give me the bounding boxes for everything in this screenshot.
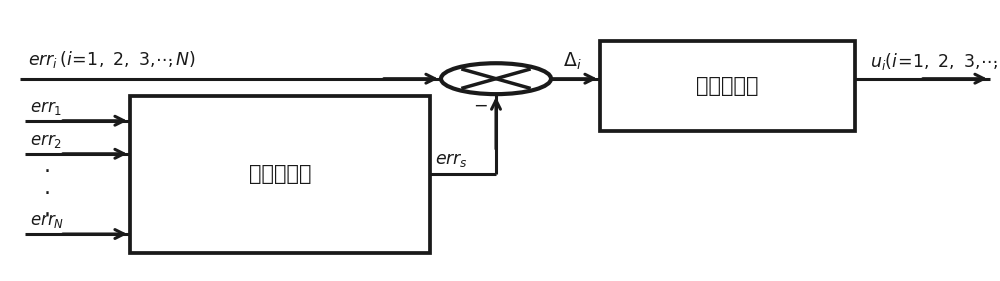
Text: $\mathit{err}_2$: $\mathit{err}_2$: [30, 132, 62, 149]
Text: $\Delta_i$: $\Delta_i$: [563, 50, 582, 72]
Text: $\mathit{err}_N$: $\mathit{err}_N$: [30, 212, 64, 230]
Text: $\mathit{err}_1$: $\mathit{err}_1$: [30, 99, 62, 117]
Text: ·
·
·: · · ·: [44, 162, 50, 225]
Text: $-$: $-$: [473, 97, 487, 114]
Bar: [600, 41, 855, 131]
Text: $\mathit{err}_i\/(i\!=\!1,\ 2,\ 3,\!\cdots\!\!,N)$: $\mathit{err}_i\/(i\!=\!1,\ 2,\ 3,\!\cdo…: [28, 49, 196, 70]
Text: $u_i(i\!=\!1,\ 2,\ 3,\!\cdots\!\!,N)$: $u_i(i\!=\!1,\ 2,\ 3,\!\cdots\!\!,N)$: [870, 51, 1000, 72]
Bar: [130, 96, 430, 253]
Text: 信号选择器: 信号选择器: [249, 164, 311, 184]
Text: $\mathit{err}_s$: $\mathit{err}_s$: [435, 151, 468, 169]
Text: 补偿控制器: 补偿控制器: [696, 76, 759, 96]
